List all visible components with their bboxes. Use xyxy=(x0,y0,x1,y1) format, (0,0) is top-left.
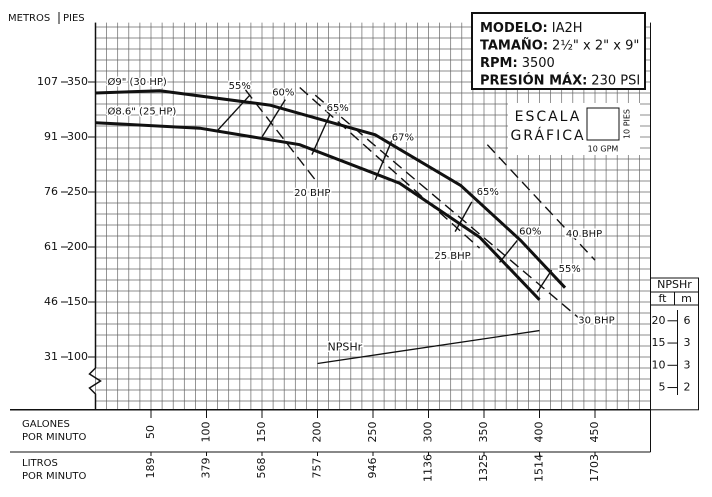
x-tick-label: 200 xyxy=(311,422,324,443)
info-label: RPM: xyxy=(480,56,518,71)
y-tick-label: 350 xyxy=(67,75,88,88)
x2-tick-label: 946 xyxy=(366,458,379,479)
bhp-line xyxy=(244,89,316,181)
x-tick-label: 450 xyxy=(588,422,601,443)
bhp-label: 20 BHP xyxy=(294,188,330,199)
y2-tick-label: 20 xyxy=(652,314,666,327)
efficiency-line xyxy=(374,140,393,181)
grid xyxy=(10,22,651,453)
efficiency-line xyxy=(536,269,553,293)
efficiency-line xyxy=(261,99,286,138)
series-label: NPSHr xyxy=(328,341,363,354)
info-line: RPM: 3500 xyxy=(480,56,555,71)
bhp-line xyxy=(299,86,481,249)
axis-break xyxy=(88,367,102,410)
plot xyxy=(95,86,596,365)
scale-width: 10 GPM xyxy=(588,145,619,154)
x2-tick-label: 189 xyxy=(144,458,157,479)
info-line: PRESIÓN MÁX: 230 PSI xyxy=(480,72,640,88)
x-tick-label: 150 xyxy=(255,422,268,443)
efficiency-line xyxy=(311,114,331,155)
info-value: IA2H xyxy=(552,21,583,36)
y2-tick-label: 15 xyxy=(652,336,666,349)
series-line xyxy=(95,121,541,301)
y-tick-label-m: 46 xyxy=(44,295,58,308)
info-label: PRESIÓN MÁX: xyxy=(480,72,587,88)
efficiency-label: 60% xyxy=(272,88,294,99)
x2-tick-label: 568 xyxy=(255,458,268,479)
y-tick-label-m: 91 xyxy=(44,130,58,143)
y-tick-label-m: 76 xyxy=(44,185,58,198)
info-label: TAMAÑO: xyxy=(480,37,548,53)
y-tick-label: 200 xyxy=(67,240,88,253)
y-tick-label-m: 61 xyxy=(44,240,58,253)
efficiency-label: 67% xyxy=(392,132,414,143)
bhp-label: 30 BHP xyxy=(578,316,614,327)
bhp-line xyxy=(486,144,596,261)
npshr-unit: m xyxy=(681,292,692,305)
y2-tick-label-m: 3 xyxy=(684,358,691,371)
info-label: MODELO: xyxy=(480,21,548,36)
info-value: 2½" x 2" x 9" xyxy=(552,38,639,53)
y2-tick-label-m: 6 xyxy=(684,314,691,327)
annotations: METROS PIES GALONES POR MINUTO LITROS POR MIN… xyxy=(8,12,699,482)
bhp-label: 40 BHP xyxy=(566,229,602,240)
x2-tick-label: 379 xyxy=(200,458,213,479)
y2-tick-label: 5 xyxy=(659,381,666,394)
x-axis-label: GALONES xyxy=(22,419,70,430)
info-line: MODELO: IA2H xyxy=(480,21,583,36)
y-tick-label: 150 xyxy=(67,295,88,308)
info-box xyxy=(471,12,646,90)
efficiency-label: 55% xyxy=(229,81,251,92)
y-axis-label: METROS xyxy=(8,13,50,24)
bhp-label: 25 BHP xyxy=(434,251,470,262)
efficiency-label: 65% xyxy=(477,187,499,198)
x-tick-label: 350 xyxy=(477,422,490,443)
x2-tick-label: 1325 xyxy=(477,454,490,482)
series-line xyxy=(95,89,567,289)
x-tick-label: 50 xyxy=(144,425,157,439)
x2-axis-label: POR MINUTO xyxy=(22,471,87,482)
efficiency-line xyxy=(498,239,518,263)
scale-height: 10 PIES xyxy=(623,109,632,139)
x2-tick-label: 1514 xyxy=(533,454,546,482)
x-axis-label: POR MINUTO xyxy=(22,432,87,443)
npshr-title: NPSHr xyxy=(657,278,692,291)
x-tick-label: 400 xyxy=(533,422,546,443)
info-line: TAMAÑO: 2½" x 2" x 9" xyxy=(480,37,639,53)
info-value: 3500 xyxy=(522,56,555,71)
y2-tick-label-m: 2 xyxy=(684,381,691,394)
scale-title: GRÁFICA xyxy=(510,127,585,144)
y2-tick-label: 10 xyxy=(652,358,666,371)
series-line xyxy=(317,329,540,365)
y-axis-label: PIES xyxy=(63,13,85,24)
series-label: Ø9" (30 HP) xyxy=(108,76,167,88)
efficiency-label: 60% xyxy=(519,226,541,237)
y-tick-label-m: 107 xyxy=(37,75,58,88)
y-tick-label: 300 xyxy=(67,130,88,143)
y-tick-label: 100 xyxy=(67,350,88,363)
y2-tick-label-m: 3 xyxy=(684,336,691,349)
efficiency-line xyxy=(217,94,251,131)
efficiency-label: 55% xyxy=(559,264,581,275)
x2-tick-label: 1703 xyxy=(588,454,601,482)
y-tick-label-m: 31 xyxy=(44,350,58,363)
x2-axis-label: LITROS xyxy=(22,458,58,469)
y-tick-label: 250 xyxy=(67,185,88,198)
bhp-line xyxy=(314,94,580,320)
npshr-unit: ft xyxy=(659,292,668,305)
info-value: 230 PSI xyxy=(591,73,640,88)
x2-tick-label: 757 xyxy=(311,458,324,479)
x-tick-label: 100 xyxy=(200,422,213,443)
scale-square xyxy=(586,107,620,141)
x2-tick-label: 1136 xyxy=(422,454,435,482)
scale-title: ESCALA xyxy=(515,109,582,125)
x-tick-label: 250 xyxy=(366,422,379,443)
x-tick-label: 300 xyxy=(422,422,435,443)
efficiency-line xyxy=(454,201,473,232)
efficiency-label: 65% xyxy=(327,103,349,114)
series-label: Ø8.6" (25 HP) xyxy=(108,106,177,118)
